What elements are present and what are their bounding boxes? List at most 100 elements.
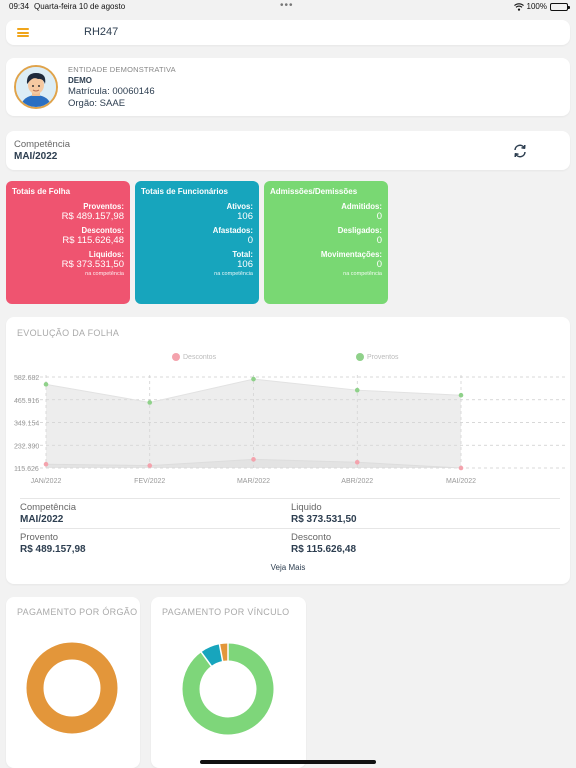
data-point-proventos	[354, 387, 360, 393]
pagamento-orgao-donut[interactable]	[6, 597, 140, 768]
stat-desconto: Desconto R$ 115.626,48	[291, 532, 561, 555]
total-value: 106	[237, 259, 253, 270]
vinculo-slice[interactable]	[182, 643, 274, 735]
data-point-proventos	[43, 382, 49, 387]
orgao: Orgão: SAAE	[68, 98, 126, 109]
legend-proventos-label: Proventos	[367, 353, 399, 361]
legend-descontos-swatch	[172, 353, 180, 361]
liquidos-label: Liquidos:	[88, 250, 124, 259]
afastados-value: 0	[247, 235, 253, 246]
status-time: 09:34	[9, 2, 30, 11]
veja-mais-link[interactable]: Veja Mais	[270, 563, 306, 572]
slice-separator	[200, 650, 213, 668]
y-tick-label: 115.626	[14, 466, 39, 473]
stat-desconto-value: R$ 115.626,48	[291, 544, 357, 555]
totais-folha-title: Totais de Folha	[12, 187, 71, 196]
competencia-value: MAI/2022	[14, 151, 58, 162]
competencia-selector[interactable]: Competência MAI/2022	[6, 131, 570, 170]
x-tick-label: FEV/2022	[134, 478, 165, 485]
competencia-label: Competência	[14, 139, 70, 150]
desligados-label: Desligados:	[337, 226, 382, 235]
admissoes-note: na competência	[343, 271, 382, 277]
folha-note: na competência	[85, 271, 124, 277]
descontos-value: R$ 115.626,48	[62, 235, 124, 246]
proventos-value: R$ 489.157,98	[61, 211, 124, 222]
movimentacoes-label: Movimentações:	[320, 250, 382, 259]
x-tick-label: MAI/2022	[446, 478, 476, 485]
slice-separator	[218, 643, 224, 663]
funcionarios-note: na competência	[214, 271, 253, 277]
entity-name: ENTIDADE DEMONSTRATIVA	[68, 65, 176, 74]
data-point-descontos	[43, 461, 49, 467]
legend-proventos-swatch	[356, 353, 364, 361]
total-label: Total:	[232, 250, 253, 259]
totais-funcionarios-card[interactable]: Totais de Funcionários Ativos: 106 Afast…	[135, 181, 259, 304]
y-tick-label: 349.154	[14, 421, 39, 428]
pagamento-vinculo-card: PAGAMENTO POR VÍNCULO	[151, 597, 306, 768]
pagamento-vinculo-donut[interactable]	[151, 597, 306, 768]
evolucao-folha-card: EVOLUÇÃO DA FOLHA Descontos Proventos 58…	[6, 317, 570, 584]
stat-provento-value: R$ 489.157,98	[20, 544, 86, 555]
series-area-proventos	[46, 379, 461, 468]
app-title: RH247	[84, 26, 119, 38]
legend-descontos[interactable]: Descontos	[172, 353, 216, 361]
top-bar: RH247	[6, 20, 570, 45]
afastados-label: Afastados:	[212, 226, 253, 235]
avatar	[14, 65, 58, 109]
vinculo-slice[interactable]	[201, 644, 224, 667]
legend-descontos-label: Descontos	[183, 353, 217, 361]
desligados-value: 0	[376, 235, 382, 246]
divider	[20, 498, 560, 499]
vinculo-slice[interactable]	[219, 643, 229, 662]
data-point-proventos	[147, 400, 153, 405]
menu-icon[interactable]	[17, 28, 29, 37]
refresh-icon[interactable]	[512, 143, 528, 159]
data-point-descontos	[458, 465, 464, 471]
admissoes-title: Admissões/Demissões	[270, 187, 358, 196]
stat-competencia-label: Competência	[20, 502, 76, 513]
descontos-label: Descontos:	[81, 226, 124, 235]
profile-card: ENTIDADE DEMONSTRATIVA DEMO Matrícula: 0…	[6, 58, 570, 116]
home-indicator[interactable]	[200, 760, 376, 764]
legend-proventos[interactable]: Proventos	[356, 353, 399, 361]
pagamento-orgao-card: PAGAMENTO POR ÓRGÃO	[6, 597, 140, 768]
data-point-proventos	[458, 392, 464, 398]
data-point-proventos	[251, 376, 256, 382]
x-tick-label: ABR/2022	[341, 478, 373, 485]
status-bar: 09:34 Quarta-feira 10 de agosto ••• 100%	[0, 0, 576, 14]
admitidos-value: 0	[376, 211, 382, 222]
admitidos-label: Admitidos:	[341, 202, 382, 211]
admissoes-demissoes-card[interactable]: Admissões/Demissões Admitidos: 0 Desliga…	[264, 181, 388, 304]
y-tick-label: 232.390	[14, 443, 39, 450]
movimentacoes-value: 0	[376, 259, 382, 270]
stat-competencia-value: MAI/2022	[20, 514, 64, 525]
data-point-descontos	[354, 459, 360, 465]
ativos-value: 106	[237, 211, 253, 222]
orgao-slice	[26, 642, 118, 734]
evolucao-title: EVOLUÇÃO DA FOLHA	[17, 328, 120, 338]
x-tick-label: MAR/2022	[237, 478, 270, 485]
proventos-label: Proventos:	[83, 202, 124, 211]
pagamento-orgao-title: PAGAMENTO POR ÓRGÃO	[17, 607, 138, 617]
liquidos-value: R$ 373.531,50	[61, 259, 124, 270]
battery-icon	[550, 2, 570, 11]
stat-desconto-label: Desconto	[291, 532, 332, 543]
multitask-dots-icon[interactable]: •••	[280, 0, 294, 11]
status-date: Quarta-feira 10 de agosto	[34, 2, 126, 11]
data-point-descontos	[251, 457, 256, 462]
wifi-icon	[513, 2, 524, 11]
data-point-descontos	[147, 463, 153, 468]
matricula: Matrícula: 00060146	[68, 86, 155, 97]
y-tick-label: 465.916	[14, 398, 39, 405]
totais-funcionarios-title: Totais de Funcionários	[141, 187, 228, 196]
totais-folha-card[interactable]: Totais de Folha Proventos: R$ 489.157,98…	[6, 181, 130, 304]
evolucao-chart: 582.682 465.916 349.154 232.390 115.626 JAN/2…	[14, 375, 566, 485]
battery-percent: 100%	[526, 2, 547, 11]
stat-provento: Provento R$ 489.157,98	[20, 532, 290, 555]
stat-provento-label: Provento	[20, 532, 59, 543]
ativos-label: Ativos:	[226, 202, 253, 211]
user-name: DEMO	[68, 76, 92, 85]
pagamento-vinculo-title: PAGAMENTO POR VÍNCULO	[162, 607, 290, 617]
y-tick-label: 582.682	[14, 375, 39, 382]
divider	[20, 528, 560, 529]
